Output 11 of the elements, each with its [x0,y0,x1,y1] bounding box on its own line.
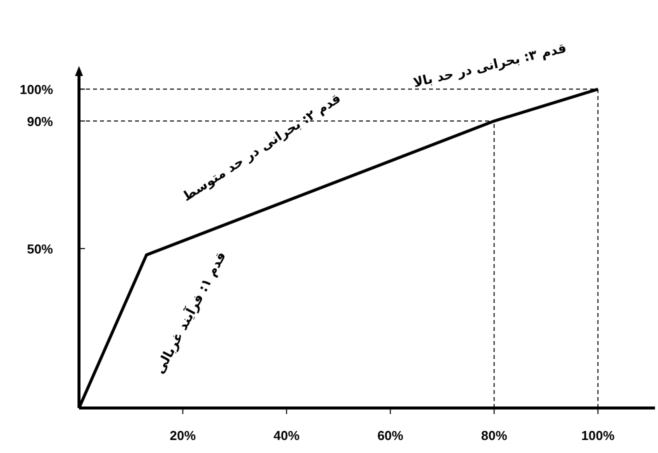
annotation: قدم ۱: فرآیند غربالی [150,248,230,376]
y-tick-label: 50% [26,242,54,257]
x-tick-label: 100% [581,428,615,443]
annotation: قدم ۲: بحرانی در حد متوسط [180,91,344,205]
annotation: قدم ۳: بحرانی در حد بالا [412,41,568,91]
x-tick-label: 60% [377,428,404,443]
x-tick-label: 20% [170,428,196,443]
y-tick-label: 100% [20,82,54,98]
x-tick-label: 40% [274,428,300,443]
x-tick-label: 80% [481,428,508,443]
y-tick-label: 90% [26,114,54,130]
